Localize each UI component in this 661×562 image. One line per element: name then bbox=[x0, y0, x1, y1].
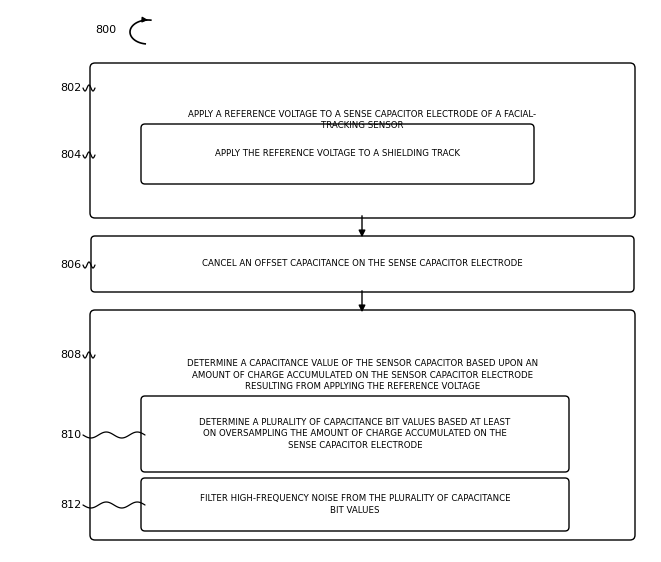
Text: FILTER HIGH-FREQUENCY NOISE FROM THE PLURALITY OF CAPACITANCE
BIT VALUES: FILTER HIGH-FREQUENCY NOISE FROM THE PLU… bbox=[200, 495, 510, 515]
FancyBboxPatch shape bbox=[141, 396, 569, 472]
Text: 810: 810 bbox=[60, 430, 81, 440]
Text: DETERMINE A CAPACITANCE VALUE OF THE SENSOR CAPACITOR BASED UPON AN
AMOUNT OF CH: DETERMINE A CAPACITANCE VALUE OF THE SEN… bbox=[187, 360, 538, 391]
Text: DETERMINE A PLURALITY OF CAPACITANCE BIT VALUES BASED AT LEAST
ON OVERSAMPLING T: DETERMINE A PLURALITY OF CAPACITANCE BIT… bbox=[200, 418, 511, 450]
Text: APPLY THE REFERENCE VOLTAGE TO A SHIELDING TRACK: APPLY THE REFERENCE VOLTAGE TO A SHIELDI… bbox=[215, 149, 460, 158]
FancyBboxPatch shape bbox=[91, 236, 634, 292]
Text: 812: 812 bbox=[60, 500, 81, 510]
Text: 804: 804 bbox=[60, 150, 81, 160]
FancyBboxPatch shape bbox=[141, 124, 534, 184]
Text: 800: 800 bbox=[95, 25, 116, 35]
Text: 802: 802 bbox=[60, 83, 81, 93]
Text: CANCEL AN OFFSET CAPACITANCE ON THE SENSE CAPACITOR ELECTRODE: CANCEL AN OFFSET CAPACITANCE ON THE SENS… bbox=[202, 260, 523, 269]
FancyBboxPatch shape bbox=[90, 310, 635, 540]
FancyBboxPatch shape bbox=[141, 478, 569, 531]
Text: APPLY A REFERENCE VOLTAGE TO A SENSE CAPACITOR ELECTRODE OF A FACIAL-
TRACKING S: APPLY A REFERENCE VOLTAGE TO A SENSE CAP… bbox=[188, 110, 537, 130]
Text: 806: 806 bbox=[60, 260, 81, 270]
FancyBboxPatch shape bbox=[90, 63, 635, 218]
Text: 808: 808 bbox=[60, 350, 81, 360]
